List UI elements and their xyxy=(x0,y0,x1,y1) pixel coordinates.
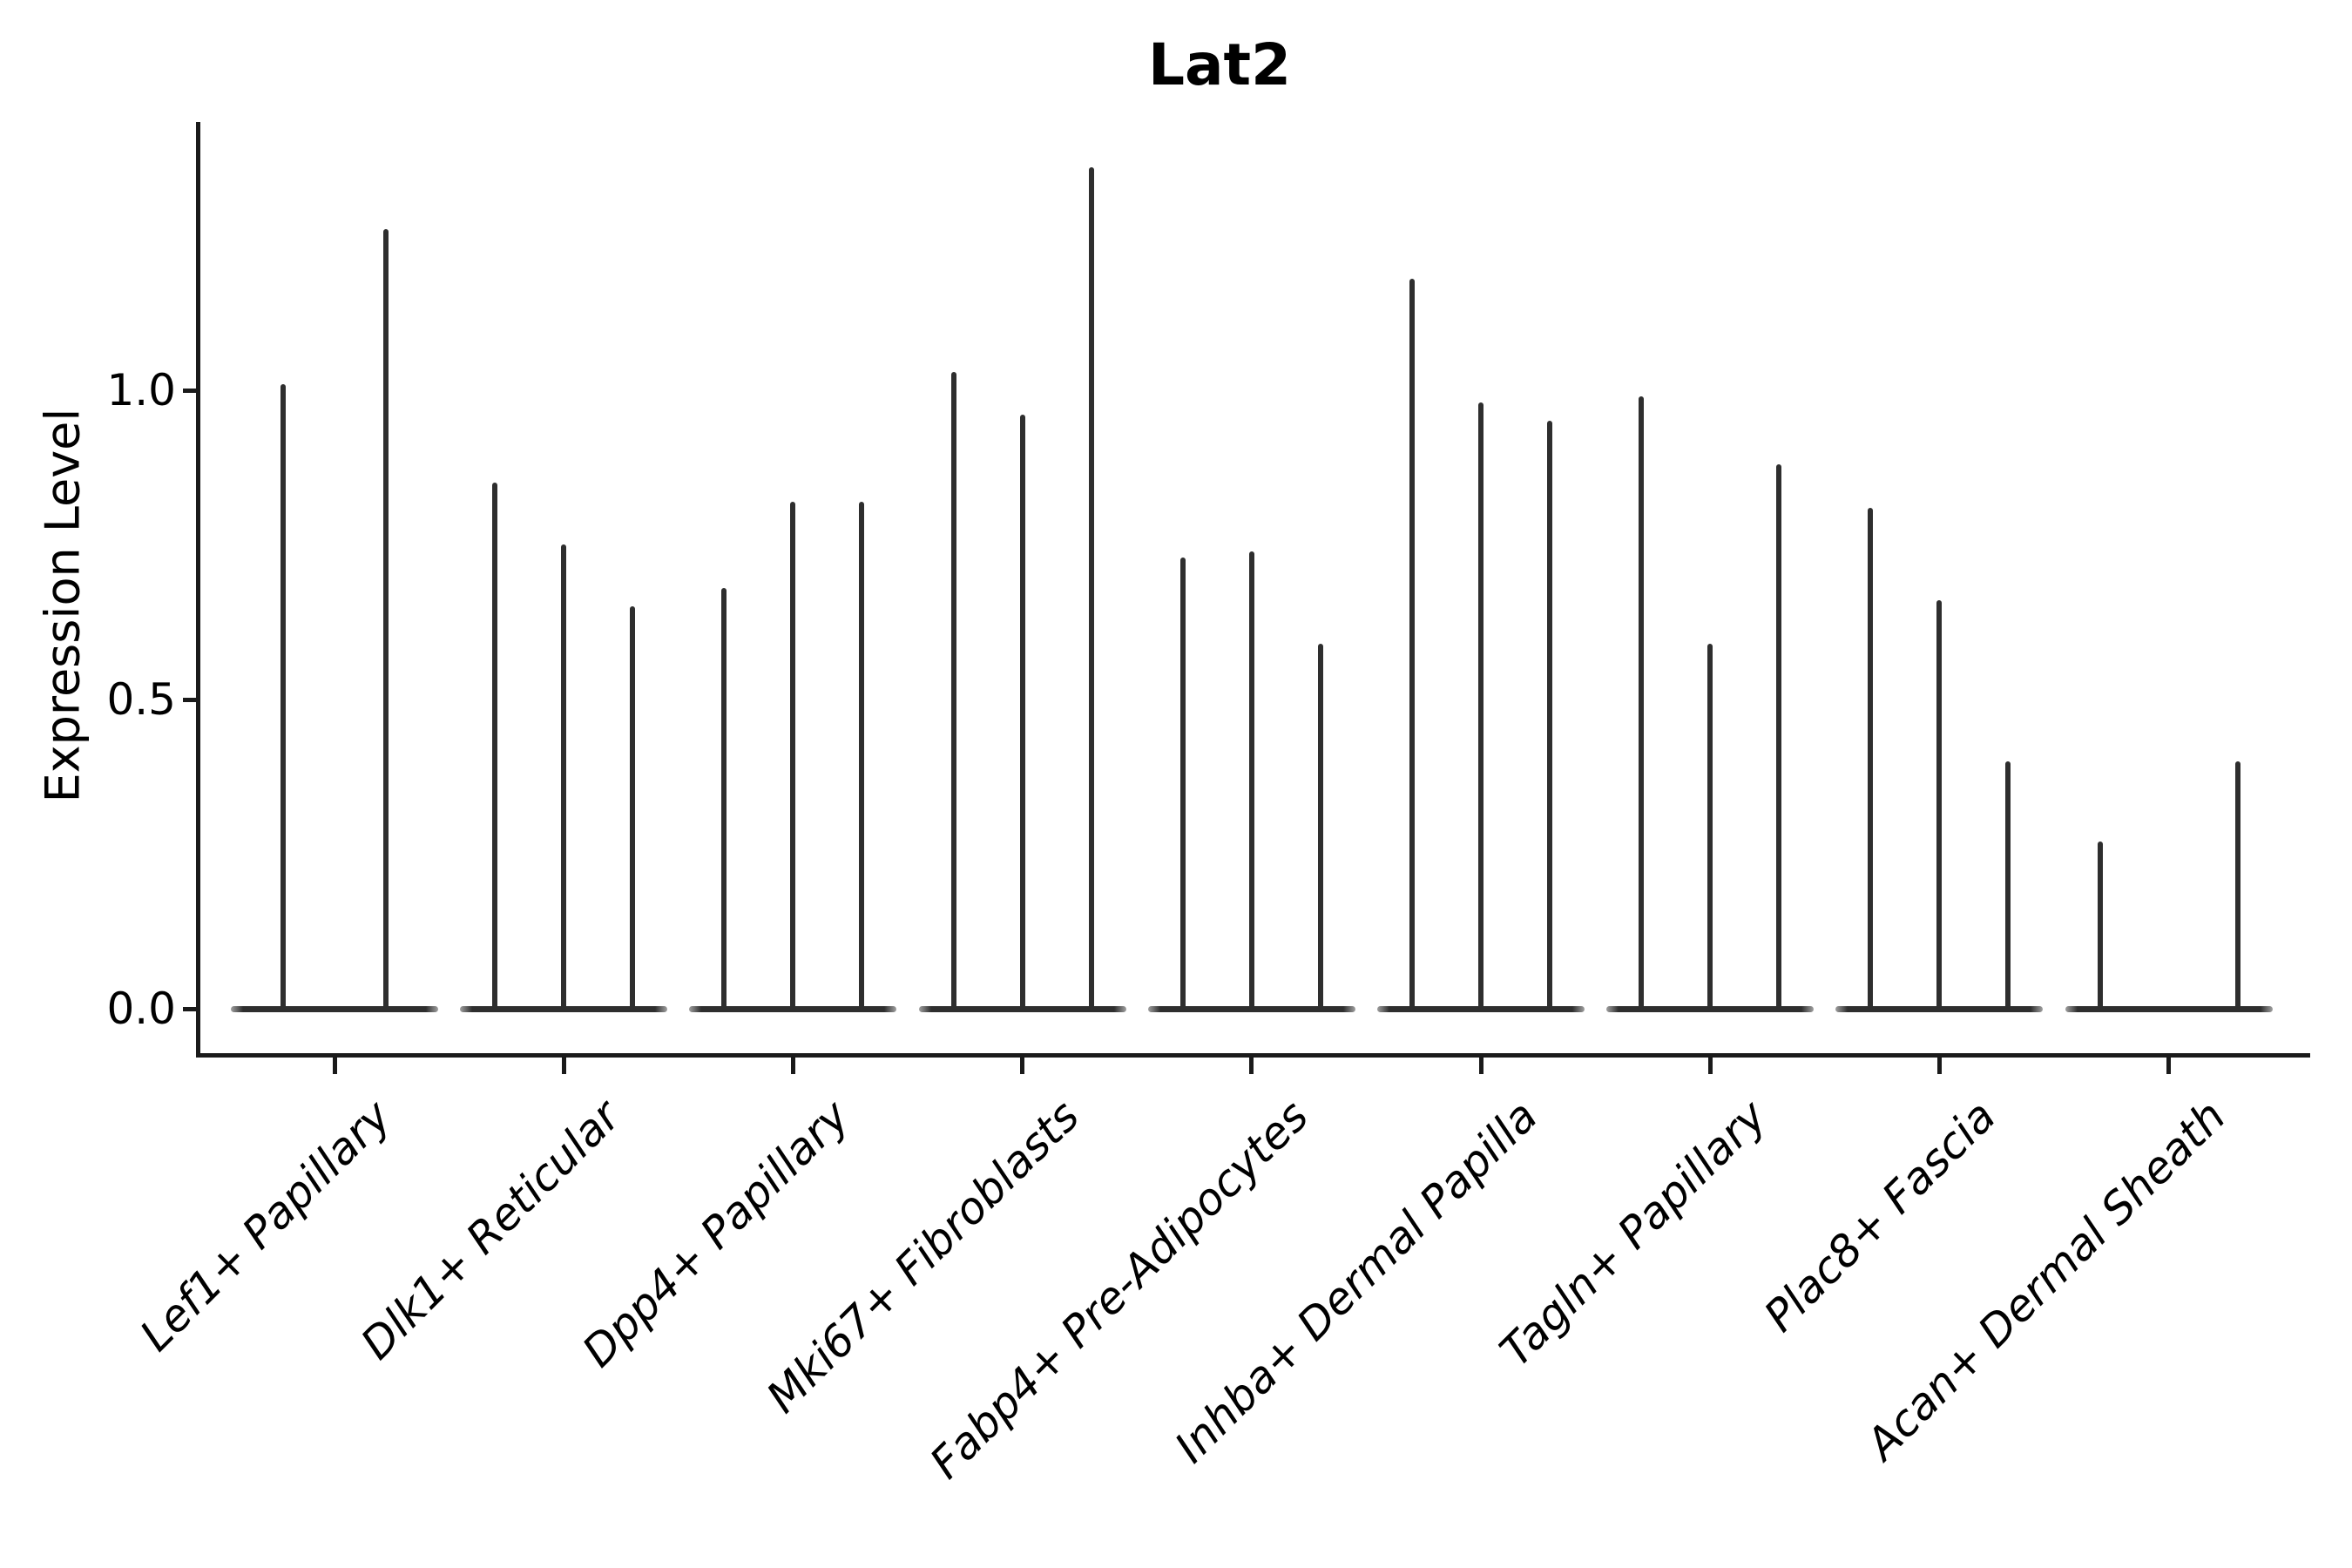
x-tick-label: Fabp4+ Pre-Adipocytes xyxy=(920,1091,1318,1489)
violin-base xyxy=(1606,1005,1815,1012)
chart-title: Lat2 xyxy=(1147,31,1292,98)
x-tick-mark xyxy=(1707,1053,1713,1074)
violin-spike xyxy=(630,606,636,1009)
violin-spike xyxy=(1248,551,1254,1009)
x-tick-mark xyxy=(790,1053,795,1074)
violin-spike xyxy=(1707,644,1713,1009)
violin-spike xyxy=(950,372,956,1009)
violin-spike xyxy=(383,229,389,1009)
y-axis-label: Expression Level xyxy=(35,408,91,803)
violin-spike xyxy=(280,384,286,1009)
y-tick-mark xyxy=(183,697,196,702)
violin-spike xyxy=(1088,167,1094,1009)
violin-spike xyxy=(1639,396,1645,1009)
violin-base xyxy=(231,1005,438,1012)
violin-base xyxy=(1377,1005,1585,1012)
x-tick-mark xyxy=(1020,1053,1025,1074)
violin-spike xyxy=(859,502,865,1009)
y-tick-mark xyxy=(183,388,196,393)
violin-spike xyxy=(790,502,796,1009)
violin-base xyxy=(689,1005,897,1012)
violin-spike xyxy=(1409,279,1415,1009)
x-tick-label: Plac8+ Fascia xyxy=(1754,1091,2006,1342)
violin-spike xyxy=(1478,402,1484,1009)
violin-spike xyxy=(561,544,567,1009)
x-tick-mark xyxy=(2166,1053,2172,1074)
violin-spike xyxy=(1317,644,1323,1009)
y-tick-label: 0.0 xyxy=(106,983,176,1034)
violin-base xyxy=(460,1005,668,1012)
violin-base xyxy=(1147,1005,1355,1012)
x-tick-label: Inhba+ Dermal Papilla xyxy=(1165,1091,1548,1473)
violin-spike xyxy=(1179,558,1186,1009)
y-tick-mark xyxy=(183,1006,196,1011)
violin-spike xyxy=(1936,600,1943,1009)
violin-spike xyxy=(1019,415,1025,1009)
y-axis-spine xyxy=(196,122,200,1058)
x-tick-mark xyxy=(561,1053,566,1074)
violin-spike xyxy=(492,483,498,1009)
x-tick-mark xyxy=(1249,1053,1254,1074)
violin-spike xyxy=(1868,508,1874,1009)
y-tick-label: 1.0 xyxy=(106,365,176,416)
violin-spike xyxy=(2005,761,2011,1009)
violin-spike xyxy=(2234,761,2240,1009)
violin-base xyxy=(1835,1005,2044,1012)
violin-spike xyxy=(1776,464,1782,1009)
violin-base xyxy=(918,1005,1126,1012)
x-tick-mark xyxy=(1936,1053,1942,1074)
x-tick-label: Lef1+ Papillary xyxy=(130,1091,402,1362)
x-tick-mark xyxy=(332,1053,337,1074)
x-tick-mark xyxy=(1478,1053,1484,1074)
violin-spike xyxy=(721,588,727,1009)
violin-spike xyxy=(2097,841,2103,1009)
y-tick-label: 0.5 xyxy=(106,674,176,725)
violin-spike xyxy=(1547,421,1552,1009)
violin-base xyxy=(2065,1005,2273,1012)
